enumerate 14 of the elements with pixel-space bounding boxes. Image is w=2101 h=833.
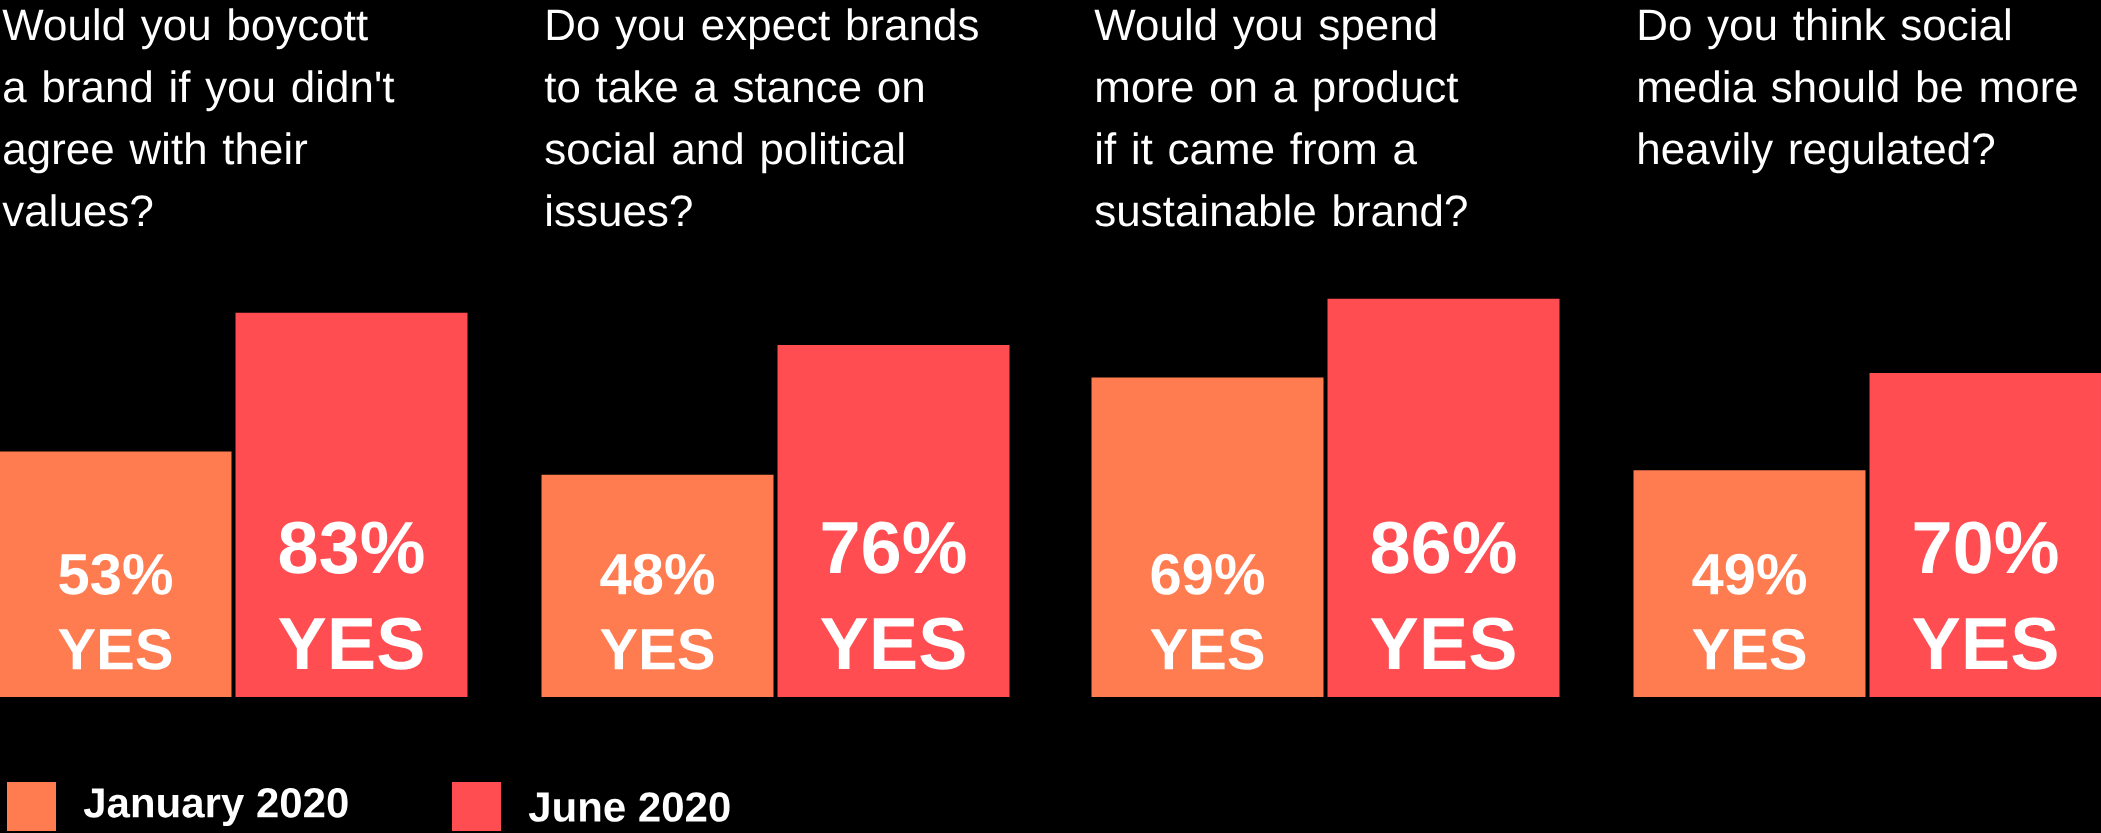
chart-title: Would you spend more on a product if it came from a sustainable brand? (1094, 8, 1467, 227)
data-label: 49% YES (1692, 553, 1807, 670)
data-label: 53% YES (58, 553, 172, 670)
legend-label: June 2020 (528, 792, 730, 822)
data-label: 86% YES (1370, 521, 1516, 670)
chart-title: Would you boycott a brand if you didn't agree with their values? (2, 8, 395, 227)
data-label: 70% YES (1912, 521, 2058, 670)
data-label: 69% YES (1150, 553, 1265, 670)
chart-title: Do you think social media should be more heavily regulated? (1639, 8, 2077, 174)
legend-label: January 2020 (83, 787, 348, 827)
data-label: 48% YES (600, 553, 715, 670)
chart-title: Do you expect brands to take a stance on social and political issues? (544, 8, 978, 227)
data-label: 76% YES (820, 521, 966, 670)
data-label: 83% YES (278, 521, 424, 670)
